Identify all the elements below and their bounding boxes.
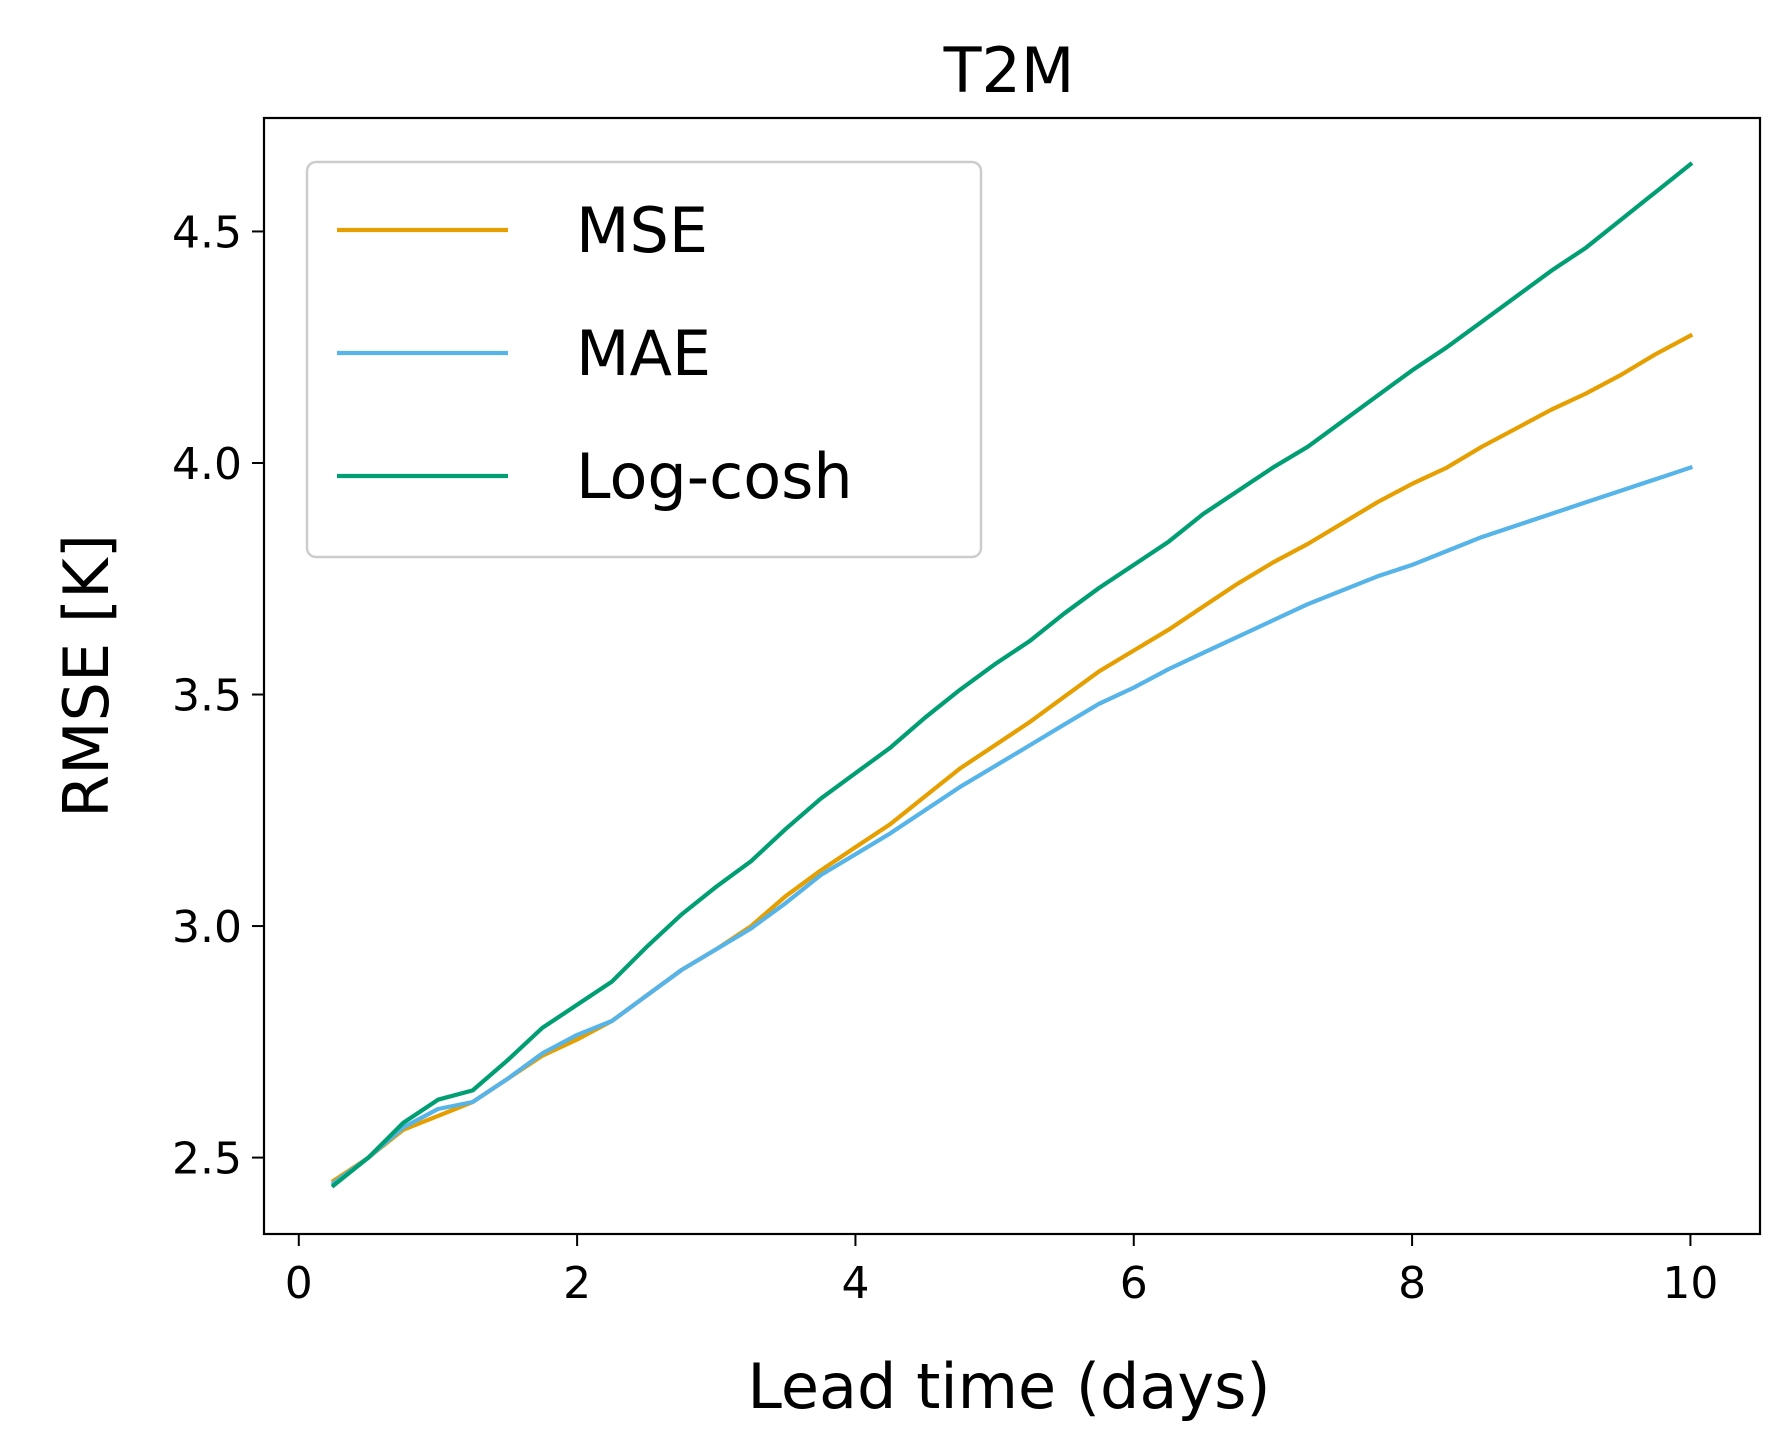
series-line-log-cosh [330,161,1694,1189]
x-tick-label: 8 [1398,1258,1426,1309]
x-axis: 0 2 4 6 8 10 [285,1234,1718,1309]
y-tick-label: 4.5 [172,207,242,258]
series-layer [330,161,1694,1189]
y-tick-label: 2.5 [172,1134,242,1185]
x-tick-label: 4 [841,1258,869,1309]
x-tick-label: 10 [1662,1258,1718,1309]
legend-label-mae: MAE [576,317,711,390]
legend: MSE MAE Log-cosh [305,160,983,559]
legend-label-mse: MSE [576,194,708,267]
y-tick-label: 3.5 [172,671,242,722]
x-tick-label: 0 [285,1258,313,1309]
x-axis-title: Lead time (days) [747,1350,1270,1423]
y-tick-label: 4.0 [172,439,242,490]
y-axis-title: RMSE [K] [50,534,123,818]
plot-area-frame [262,116,1762,1236]
x-tick-label: 6 [1120,1258,1148,1309]
y-axis: 2.5 3.0 3.5 4.0 4.5 [172,207,264,1185]
x-tick-label: 2 [563,1258,591,1309]
chart-title: T2M [943,34,1075,107]
legend-label-log-cosh: Log-cosh [576,440,853,513]
series-line-mse [330,332,1694,1184]
legend-box [305,160,983,559]
series-line-mae [330,464,1694,1187]
y-tick-label: 3.0 [172,902,242,953]
